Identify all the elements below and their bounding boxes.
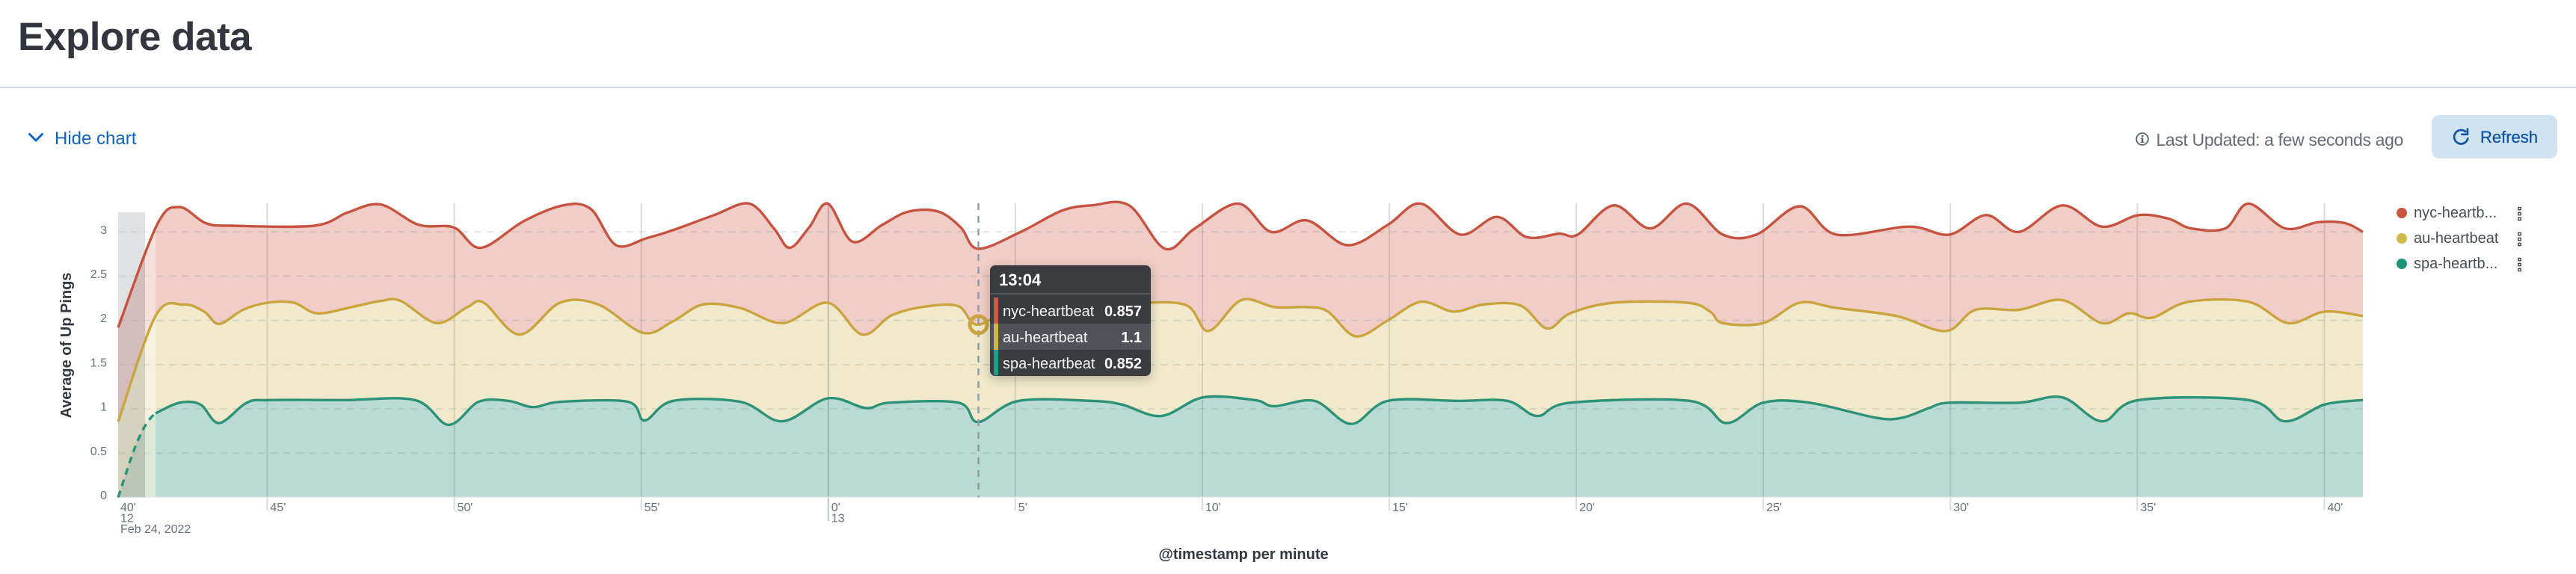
svg-text:45': 45' bbox=[270, 502, 286, 514]
svg-text:10': 10' bbox=[1205, 502, 1221, 514]
svg-text:55': 55' bbox=[645, 502, 660, 514]
svg-text:2.5: 2.5 bbox=[90, 268, 107, 281]
svg-text:15': 15' bbox=[1392, 502, 1408, 514]
svg-text:@timestamp per minute: @timestamp per minute bbox=[1158, 546, 1328, 563]
svg-text:40': 40' bbox=[120, 502, 136, 514]
svg-text:40': 40' bbox=[2328, 502, 2343, 514]
svg-text:3: 3 bbox=[100, 224, 107, 237]
svg-text:35': 35' bbox=[2140, 502, 2156, 514]
svg-text:25': 25' bbox=[1766, 502, 1782, 514]
svg-text:5': 5' bbox=[1018, 502, 1027, 514]
svg-text:Feb 24, 2022: Feb 24, 2022 bbox=[120, 523, 191, 536]
svg-text:1.5: 1.5 bbox=[90, 357, 107, 369]
svg-text:Average of Up Pings: Average of Up Pings bbox=[58, 273, 75, 419]
svg-text:2: 2 bbox=[100, 312, 107, 325]
svg-text:30': 30' bbox=[1953, 502, 1969, 514]
svg-text:0': 0' bbox=[831, 502, 840, 514]
svg-text:1: 1 bbox=[100, 401, 107, 414]
svg-text:0: 0 bbox=[100, 490, 107, 502]
svg-text:20': 20' bbox=[1579, 502, 1595, 514]
svg-text:13: 13 bbox=[831, 513, 845, 525]
svg-text:50': 50' bbox=[458, 502, 473, 514]
svg-text:0.5: 0.5 bbox=[90, 445, 107, 458]
svg-text:12: 12 bbox=[120, 513, 134, 525]
